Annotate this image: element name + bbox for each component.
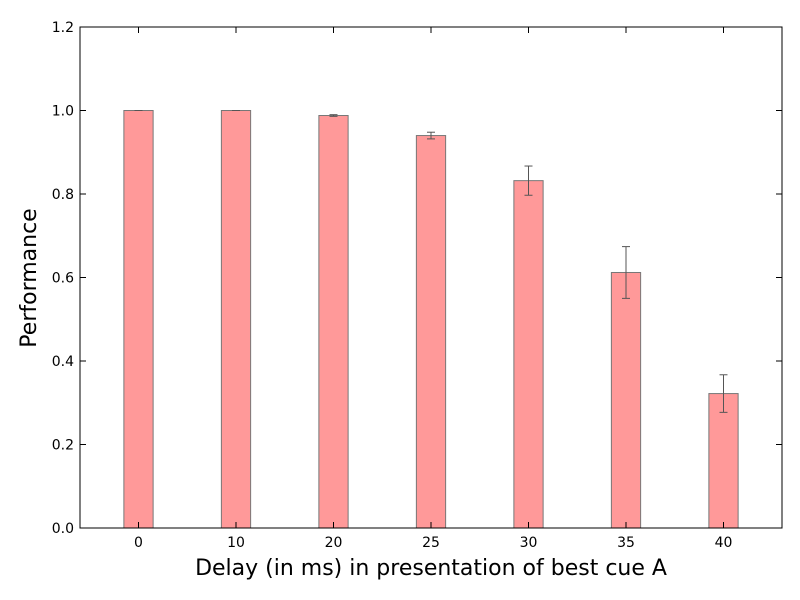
y-tick-label: 0.6: [52, 271, 74, 287]
y-tick-label: 0.4: [52, 354, 74, 370]
x-axis: 0 10 20 25 30 35 40: [134, 27, 732, 551]
bar: [123, 110, 154, 529]
bar: [318, 115, 349, 529]
x-tick-label: 0: [134, 535, 143, 551]
x-tick-label: 40: [715, 535, 733, 551]
y-axis-title: Performance: [17, 208, 42, 347]
y-axis: 0.0 0.2 0.4 0.6 0.8 1.0 1.2: [52, 20, 782, 537]
error-bars-layer: [134, 110, 728, 413]
bar: [708, 393, 739, 529]
x-tick-label: 35: [617, 535, 635, 551]
x-tick-label: 20: [325, 535, 343, 551]
bar: [415, 135, 447, 529]
x-tick-label: 25: [422, 535, 440, 551]
bars-layer: [123, 110, 739, 529]
y-tick-label: 0.2: [52, 438, 74, 454]
x-axis-title: Delay (in ms) in presentation of best cu…: [195, 556, 667, 581]
bar: [610, 271, 642, 529]
bar: [220, 110, 252, 529]
x-tick-label: 10: [227, 535, 245, 551]
y-tick-label: 1.0: [52, 104, 74, 120]
x-tick-label: 30: [520, 535, 538, 551]
y-tick-label: 0.0: [52, 521, 74, 537]
y-tick-label: 1.2: [52, 20, 74, 36]
y-tick-label: 0.8: [52, 187, 74, 203]
bar: [513, 180, 544, 529]
